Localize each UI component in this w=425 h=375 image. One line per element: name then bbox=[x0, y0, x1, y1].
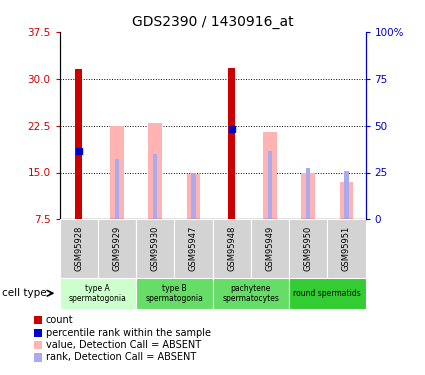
Bar bbox=[110, 126, 124, 219]
Text: GSM95930: GSM95930 bbox=[150, 226, 160, 271]
Text: GSM95929: GSM95929 bbox=[112, 226, 122, 271]
Text: GSM95949: GSM95949 bbox=[265, 226, 275, 271]
Text: type A
spermatogonia: type A spermatogonia bbox=[69, 284, 127, 303]
Text: GSM95951: GSM95951 bbox=[342, 226, 351, 271]
Title: GDS2390 / 1430916_at: GDS2390 / 1430916_at bbox=[132, 15, 293, 30]
Bar bbox=[301, 172, 315, 219]
Text: GSM95948: GSM95948 bbox=[227, 226, 236, 271]
Bar bbox=[344, 171, 348, 219]
Text: rank, Detection Call = ABSENT: rank, Detection Call = ABSENT bbox=[46, 352, 196, 362]
Text: GSM95950: GSM95950 bbox=[303, 226, 313, 271]
Bar bbox=[98, 219, 136, 278]
Bar bbox=[251, 219, 289, 278]
Bar bbox=[136, 219, 174, 278]
Bar bbox=[187, 174, 200, 219]
Bar bbox=[263, 132, 277, 219]
Text: count: count bbox=[46, 315, 74, 325]
Text: GSM95928: GSM95928 bbox=[74, 226, 83, 271]
Bar bbox=[60, 219, 98, 278]
Bar bbox=[191, 172, 196, 219]
Text: round spermatids: round spermatids bbox=[293, 289, 361, 298]
Bar bbox=[327, 219, 366, 278]
Text: GSM95947: GSM95947 bbox=[189, 226, 198, 271]
Bar bbox=[212, 278, 289, 309]
Text: cell type: cell type bbox=[2, 288, 47, 298]
Bar bbox=[340, 182, 353, 219]
Bar bbox=[60, 278, 136, 309]
Bar bbox=[289, 278, 366, 309]
Bar bbox=[174, 219, 212, 278]
Bar bbox=[75, 69, 82, 219]
Bar bbox=[148, 123, 162, 219]
Text: percentile rank within the sample: percentile rank within the sample bbox=[46, 328, 211, 338]
Bar bbox=[289, 219, 327, 278]
Bar bbox=[306, 168, 310, 219]
Bar bbox=[136, 278, 212, 309]
Text: type B
spermatogonia: type B spermatogonia bbox=[145, 284, 203, 303]
Text: pachytene
spermatocytes: pachytene spermatocytes bbox=[222, 284, 279, 303]
Text: value, Detection Call = ABSENT: value, Detection Call = ABSENT bbox=[46, 340, 201, 350]
Bar bbox=[268, 151, 272, 219]
Bar bbox=[228, 68, 235, 219]
Bar bbox=[115, 159, 119, 219]
Bar bbox=[212, 219, 251, 278]
Bar bbox=[153, 154, 157, 219]
